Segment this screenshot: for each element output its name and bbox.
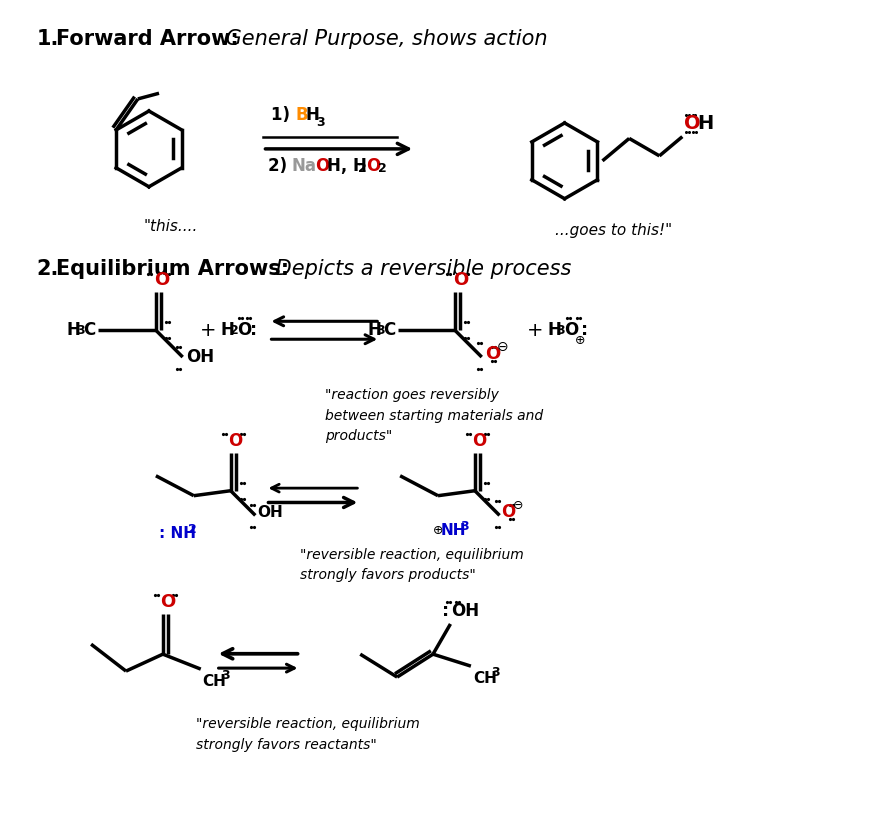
Text: OH: OH bbox=[452, 602, 480, 620]
Text: +: + bbox=[526, 321, 543, 339]
Text: H: H bbox=[221, 321, 234, 339]
Text: O: O bbox=[485, 345, 500, 363]
Text: O: O bbox=[154, 272, 170, 290]
Text: NH: NH bbox=[441, 523, 467, 537]
Text: H: H bbox=[697, 114, 713, 133]
Text: 2: 2 bbox=[188, 523, 197, 536]
Text: :: : bbox=[442, 602, 449, 620]
Text: O: O bbox=[453, 272, 468, 290]
Text: O: O bbox=[316, 157, 329, 175]
Text: O: O bbox=[472, 432, 486, 450]
Text: Na: Na bbox=[291, 157, 316, 175]
Text: ⊖: ⊖ bbox=[512, 499, 523, 512]
Text: O: O bbox=[502, 503, 516, 521]
Text: H: H bbox=[66, 321, 80, 339]
Text: H: H bbox=[305, 106, 319, 124]
Text: ⊖: ⊖ bbox=[496, 340, 509, 354]
Text: O: O bbox=[227, 432, 242, 450]
Text: Depicts a reversible process: Depicts a reversible process bbox=[268, 258, 571, 278]
Text: O: O bbox=[366, 157, 380, 175]
Text: 3: 3 bbox=[221, 669, 229, 682]
Text: "this....: "this.... bbox=[144, 218, 198, 234]
Text: 2): 2) bbox=[267, 157, 293, 175]
Text: ⊕: ⊕ bbox=[433, 524, 443, 537]
Text: CH: CH bbox=[473, 671, 496, 686]
Text: O: O bbox=[160, 593, 175, 611]
Text: OH: OH bbox=[185, 348, 214, 366]
Text: 2: 2 bbox=[358, 162, 367, 175]
Text: H: H bbox=[548, 321, 561, 339]
Text: 3: 3 bbox=[557, 324, 565, 337]
Text: O: O bbox=[565, 321, 579, 339]
Text: C: C bbox=[83, 321, 95, 339]
Text: C: C bbox=[383, 321, 395, 339]
Text: B: B bbox=[295, 106, 308, 124]
Text: O: O bbox=[237, 321, 251, 339]
Text: H, H: H, H bbox=[328, 157, 367, 175]
Text: 1): 1) bbox=[271, 106, 295, 124]
Text: General Purpose, shows action: General Purpose, shows action bbox=[218, 29, 547, 49]
Text: +: + bbox=[199, 321, 216, 339]
Text: ...goes to this!": ...goes to this!" bbox=[555, 222, 672, 238]
Text: :: : bbox=[250, 321, 257, 339]
Text: :: : bbox=[580, 321, 587, 339]
Text: ⊕: ⊕ bbox=[574, 334, 585, 347]
Text: 3: 3 bbox=[76, 324, 85, 337]
Text: 2.: 2. bbox=[37, 258, 59, 278]
Text: H: H bbox=[367, 321, 381, 339]
Text: OH: OH bbox=[257, 505, 283, 520]
Text: 3: 3 bbox=[316, 116, 325, 129]
Text: CH: CH bbox=[203, 674, 226, 689]
Text: 1.: 1. bbox=[37, 29, 59, 49]
Text: O: O bbox=[684, 114, 701, 133]
Text: "reaction goes reversibly
between starting materials and
products": "reaction goes reversibly between starti… bbox=[325, 388, 544, 443]
Text: Equilibrium Arrows:: Equilibrium Arrows: bbox=[56, 258, 289, 278]
Text: 3: 3 bbox=[460, 519, 468, 533]
Text: 2: 2 bbox=[230, 324, 239, 337]
Text: 2: 2 bbox=[378, 162, 387, 175]
Text: "reversible reaction, equilibrium
strongly favors reactants": "reversible reaction, equilibrium strong… bbox=[196, 717, 420, 752]
Text: 3: 3 bbox=[376, 324, 385, 337]
Text: 3: 3 bbox=[491, 666, 499, 679]
Text: : NH: : NH bbox=[159, 526, 196, 541]
Text: Forward Arrow:: Forward Arrow: bbox=[56, 29, 239, 49]
Text: "reversible reaction, equilibrium
strongly favors products": "reversible reaction, equilibrium strong… bbox=[301, 547, 524, 582]
